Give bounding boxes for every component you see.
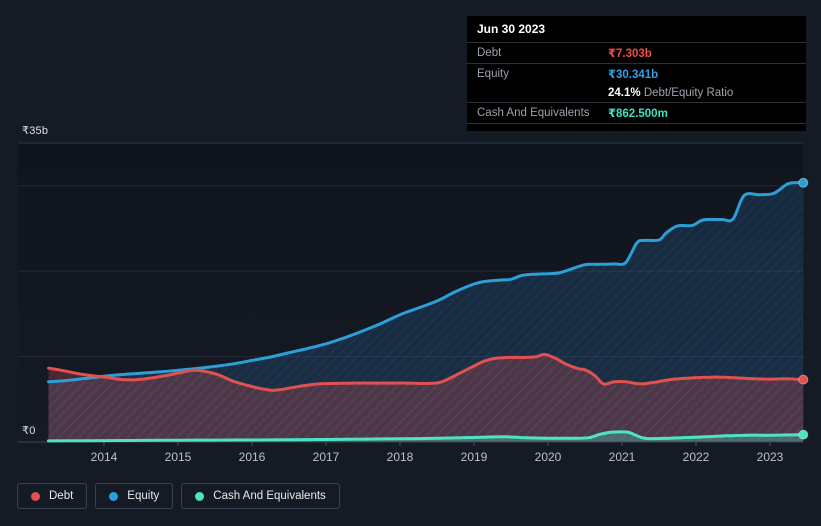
y-axis-label-max: ₹35b — [22, 125, 49, 137]
legend-item-label: Equity — [127, 490, 160, 502]
x-axis-year-label: 2016 — [238, 450, 266, 464]
tooltip-date: Jun 30 2023 — [467, 16, 806, 43]
x-axis-year-label: 2022 — [682, 450, 710, 464]
cash-series-dot-icon — [195, 491, 205, 501]
tooltip-cash-value: ₹862.500m — [608, 108, 668, 120]
x-axis-year-label: 2023 — [756, 450, 784, 464]
x-axis-year-label: 2019 — [460, 450, 488, 464]
tooltip-cash-label: Cash And Equivalents — [477, 107, 590, 119]
legend-item-cash[interactable]: Cash And Equivalents — [181, 483, 340, 509]
x-axis-year-label: 2020 — [534, 450, 562, 464]
tooltip-equity-row: Equity ₹30.341b — [467, 64, 806, 84]
debt-series-dot-icon — [31, 491, 40, 501]
tooltip-equity-label: Equity — [477, 68, 509, 80]
x-axis-year-label: 2017 — [312, 450, 340, 464]
tooltip-debt-label: Debt — [477, 47, 502, 59]
tooltip-debt-value: ₹7.303b — [608, 48, 652, 60]
y-axis-label-zero: ₹0 — [22, 425, 36, 437]
tooltip-ratio-value: 24.1% — [608, 87, 641, 99]
tooltip-ratio-label: Debt/Equity Ratio — [643, 87, 734, 99]
tooltip-ratio-row: 24.1% Debt/Equity Ratio — [467, 84, 806, 103]
x-axis-year-label: 2014 — [90, 450, 118, 464]
tooltip-equity-value: ₹30.341b — [608, 69, 659, 81]
x-axis-year-label: 2018 — [386, 450, 414, 464]
legend-item-debt[interactable]: Debt — [17, 483, 88, 509]
legend-item-equity[interactable]: Equity — [95, 483, 174, 509]
legend-item-label: Debt — [49, 490, 74, 502]
tooltip-debt-row: Debt ₹7.303b — [467, 43, 806, 64]
chart-legend: Debt Equity Cash And Equivalents — [17, 483, 340, 509]
legend-item-label: Cash And Equivalents — [213, 490, 326, 502]
x-axis-year-label: 2015 — [164, 450, 192, 464]
x-axis-year-label: 2021 — [608, 450, 636, 464]
tooltip-cash-row: Cash And Equivalents ₹862.500m — [467, 103, 806, 124]
equity-series-dot-icon — [109, 491, 119, 501]
chart-tooltip: Jun 30 2023 Debt ₹7.303b Equity ₹30.341b… — [467, 16, 806, 131]
